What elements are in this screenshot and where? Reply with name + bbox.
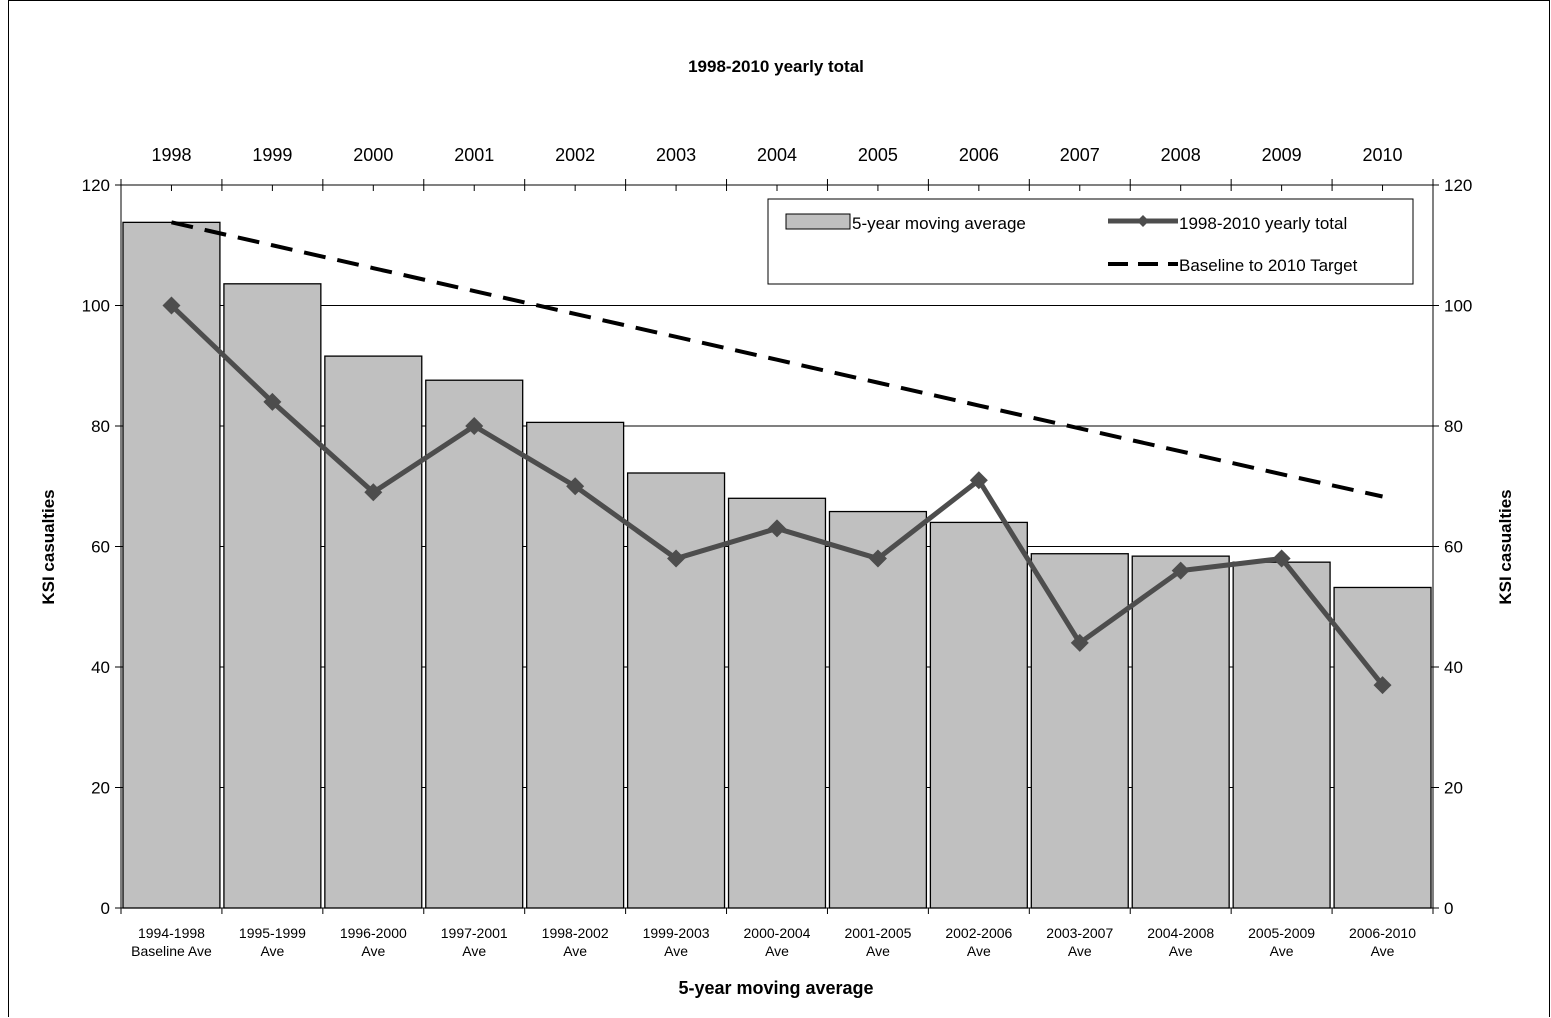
chart-title: 1998-2010 yearly total — [688, 57, 864, 76]
yearly-total-point — [566, 477, 585, 496]
bar — [526, 421, 625, 909]
x-tick-label-bottom: 2003-2007 Ave — [1046, 925, 1113, 959]
bar — [828, 510, 928, 909]
yearly-total-point — [364, 483, 383, 502]
y-tick-label-right: 0 — [1444, 899, 1453, 918]
bar — [1131, 555, 1230, 909]
legend: 5-year moving average 1998-2010 yearly t… — [767, 198, 1414, 285]
yearly-total-point — [465, 417, 484, 435]
target-line-path — [171, 220, 1383, 499]
yearly-total-point — [1272, 549, 1291, 568]
yearly-total-point — [1171, 561, 1190, 580]
y-tick-label-right: 20 — [1444, 779, 1463, 798]
bar — [1333, 586, 1432, 909]
yearly-total-point — [768, 519, 786, 538]
x-tick-label-top: 1998 — [151, 145, 191, 165]
x-tick-label-top: 2006 — [959, 145, 999, 165]
legend-swatch-bar — [785, 213, 851, 230]
y-tick-label-left: 40 — [91, 658, 110, 677]
bars — [122, 221, 1432, 909]
x-tick-label-top: 2005 — [858, 145, 898, 165]
yearly-total-point — [162, 296, 181, 315]
y-tick-label-right: 120 — [1444, 176, 1472, 195]
legend-label-target: Baseline to 2010 Target — [1179, 256, 1358, 275]
yearly-total-point — [1373, 676, 1392, 695]
y-axis-title-left: KSI casualties — [39, 489, 58, 604]
target-line — [171, 220, 1383, 499]
x-tick-label-top: 2010 — [1363, 145, 1403, 165]
axes — [115, 179, 1439, 914]
x-tick-label-top: 2003 — [656, 145, 696, 165]
x-tick-label-bottom: 2004-2008 Ave — [1147, 925, 1214, 959]
x-tick-label-bottom: 2006-2010 Ave — [1349, 925, 1416, 959]
yearly-total-point — [263, 392, 282, 411]
x-tick-label-top: 2002 — [555, 145, 595, 165]
x-tick-label-bottom: 2000-2004 Ave — [744, 925, 811, 959]
x-tick-label-top: 2001 — [454, 145, 494, 165]
y-tick-label-right: 100 — [1444, 297, 1472, 316]
x-tick-label-top: 2008 — [1161, 145, 1201, 165]
x-tick-label-bottom: 1997-2001 Ave — [441, 925, 508, 959]
bar — [626, 472, 726, 909]
bar — [122, 221, 221, 909]
y-tick-label-right: 80 — [1444, 417, 1463, 436]
bar — [1232, 561, 1331, 909]
y-axis-title-right: KSI casualties — [1496, 489, 1515, 604]
y-tick-label-left: 80 — [91, 417, 110, 436]
y-tick-label-left: 100 — [82, 297, 110, 316]
x-tick-label-bottom: 1994-1998 Baseline Ave — [131, 925, 212, 959]
bar — [929, 521, 1028, 909]
x-tick-label-bottom: 1999-2003 Ave — [643, 925, 710, 959]
y-tick-label-left: 20 — [91, 779, 110, 798]
legend-box — [767, 198, 1414, 285]
x-tick-label-bottom: 2002-2006 Ave — [945, 925, 1012, 959]
x-tick-label-bottom: 1995-1999 Ave — [239, 925, 306, 959]
yearly-total-point — [1070, 633, 1089, 652]
legend-label-yearly-total: 1998-2010 yearly total — [1179, 214, 1347, 233]
x-tick-label-bottom: 1998-2002 Ave — [542, 925, 609, 959]
x-tick-label-top: 1999 — [252, 145, 292, 165]
x-tick-label-top: 2007 — [1060, 145, 1100, 165]
legend-swatch-marker — [1137, 215, 1149, 227]
yearly-total-point — [969, 471, 988, 490]
bar — [1030, 553, 1129, 909]
y-tick-label-left: 120 — [82, 176, 110, 195]
bar — [727, 497, 827, 909]
y-tick-label-left: 60 — [91, 538, 110, 557]
x-tick-label-bottom: 2001-2005 Ave — [844, 925, 911, 959]
y-tick-label-left: 0 — [101, 899, 110, 918]
y-tick-label-right: 60 — [1444, 538, 1463, 557]
yearly-total-point — [667, 549, 686, 568]
yearly-total-line — [162, 296, 1392, 695]
bar — [425, 379, 524, 909]
x-tick-label-top: 2004 — [757, 145, 797, 165]
x-tick-label-top: 2000 — [353, 145, 393, 165]
x-axis-title: 5-year moving average — [678, 978, 873, 998]
x-tick-label-bottom: 1996-2000 Ave — [340, 925, 407, 959]
yearly-total-point — [868, 549, 887, 568]
x-tick-label-bottom: 2005-2009 Ave — [1248, 925, 1315, 959]
y-tick-label-right: 40 — [1444, 658, 1463, 677]
tick-labels: 0 0 20 20 40 40 60 60 80 80 100 100 120 120 1994-1998 B… — [82, 145, 1473, 959]
bar — [223, 283, 322, 909]
x-tick-label-top: 2009 — [1262, 145, 1302, 165]
legend-label-moving-average: 5-year moving average — [852, 214, 1026, 233]
bar — [324, 355, 423, 909]
